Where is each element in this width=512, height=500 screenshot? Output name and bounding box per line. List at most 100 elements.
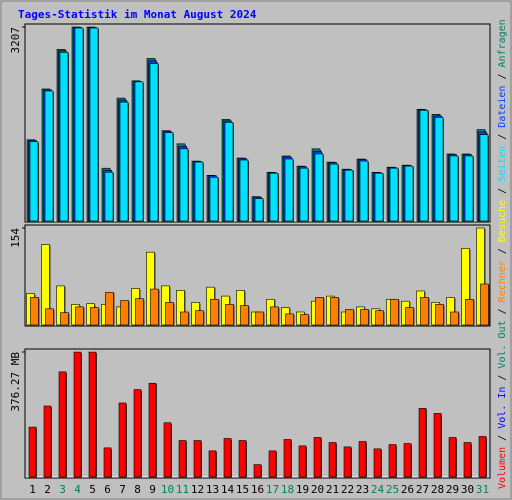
x-tick-label: 15 xyxy=(236,483,249,496)
bar xyxy=(150,288,159,326)
legend-separator: / xyxy=(497,242,508,260)
bar xyxy=(420,297,429,326)
bar xyxy=(480,283,489,326)
bar xyxy=(60,312,69,326)
bar xyxy=(328,442,337,478)
bar xyxy=(388,444,397,478)
bar xyxy=(360,309,369,326)
legend-separator: / xyxy=(497,302,508,320)
bar xyxy=(75,306,84,326)
bar xyxy=(404,165,414,222)
bar xyxy=(135,298,144,326)
bar xyxy=(359,160,369,222)
bar xyxy=(73,351,82,478)
bar xyxy=(195,310,204,326)
y-tick-label: 376.27 MB xyxy=(9,352,22,412)
bar xyxy=(390,298,399,326)
bar xyxy=(208,450,217,478)
x-tick-label: 6 xyxy=(104,483,111,496)
x-tick-label: 9 xyxy=(149,483,156,496)
bar xyxy=(375,310,384,326)
bar xyxy=(194,161,204,222)
bar xyxy=(450,311,459,326)
bar xyxy=(268,450,277,478)
legend-entry: Rechner xyxy=(497,260,508,302)
x-tick-label: 8 xyxy=(134,483,141,496)
bar xyxy=(238,440,247,478)
bar xyxy=(89,27,99,222)
bar xyxy=(74,27,84,222)
bar xyxy=(104,171,114,222)
legend: Volumen / Vol. In / Vol. Out / Rechner /… xyxy=(497,19,508,489)
legend-entry: Besuche xyxy=(497,200,508,242)
bar xyxy=(314,153,324,222)
bar xyxy=(283,439,292,478)
bar xyxy=(269,172,279,222)
x-tick-label: 16 xyxy=(251,483,264,496)
legend-entry: Dateien xyxy=(497,86,508,128)
bar xyxy=(134,81,144,222)
bar xyxy=(449,155,459,222)
x-tick-label: 1 xyxy=(29,483,36,496)
bar xyxy=(464,155,474,222)
bar xyxy=(374,172,384,222)
bar xyxy=(479,134,489,222)
bar xyxy=(284,158,294,222)
bar xyxy=(90,307,99,326)
bar xyxy=(329,163,339,222)
bar xyxy=(43,405,52,478)
bar xyxy=(419,110,429,222)
bar xyxy=(253,464,262,478)
bar xyxy=(255,311,264,326)
x-tick-label: 2 xyxy=(44,483,51,496)
bar xyxy=(373,448,382,478)
legend-separator: / xyxy=(497,128,508,146)
bar xyxy=(225,304,234,326)
legend-separator: / xyxy=(497,67,508,85)
bar xyxy=(418,408,427,478)
bar xyxy=(344,169,354,222)
x-tick-label: 28 xyxy=(431,483,444,496)
legend-entry: Volumen xyxy=(497,447,508,489)
x-tick-label: 31 xyxy=(476,483,489,496)
bar xyxy=(254,198,264,222)
x-tick-label: 25 xyxy=(386,483,399,496)
x-tick-label: 13 xyxy=(206,483,219,496)
legend-separator: / xyxy=(497,369,508,387)
x-tick-label: 12 xyxy=(191,483,204,496)
x-tick-label: 5 xyxy=(89,483,96,496)
x-tick-label: 24 xyxy=(371,483,385,496)
x-tick-label: 10 xyxy=(161,483,174,496)
bar xyxy=(358,441,367,478)
bar xyxy=(315,297,324,326)
bar xyxy=(330,297,339,326)
x-tick-label: 23 xyxy=(356,483,369,496)
bar xyxy=(45,308,54,326)
bar xyxy=(435,304,444,326)
legend-separator: / xyxy=(497,429,508,447)
bar xyxy=(465,298,474,326)
bar xyxy=(313,437,322,478)
bar xyxy=(300,314,309,326)
bar xyxy=(148,382,157,478)
y-tick-label: 3207 xyxy=(9,27,22,54)
x-tick-label: 27 xyxy=(416,483,429,496)
bar xyxy=(118,402,127,478)
x-tick-label: 29 xyxy=(446,483,459,496)
bar xyxy=(29,141,39,222)
bar xyxy=(448,437,457,478)
x-tick-label: 4 xyxy=(74,483,81,496)
x-tick-label: 3 xyxy=(59,483,66,496)
x-tick-label: 11 xyxy=(176,483,189,496)
bar xyxy=(193,440,202,478)
bar xyxy=(119,101,129,222)
bar xyxy=(240,305,249,326)
bar xyxy=(165,302,174,326)
bar xyxy=(105,291,114,326)
y-tick-label: 154 xyxy=(9,228,22,248)
chart-title: Tages-Statistik im Monat August 2024 xyxy=(18,8,257,21)
bar xyxy=(463,442,472,478)
bar xyxy=(58,371,67,478)
bar xyxy=(403,443,412,478)
